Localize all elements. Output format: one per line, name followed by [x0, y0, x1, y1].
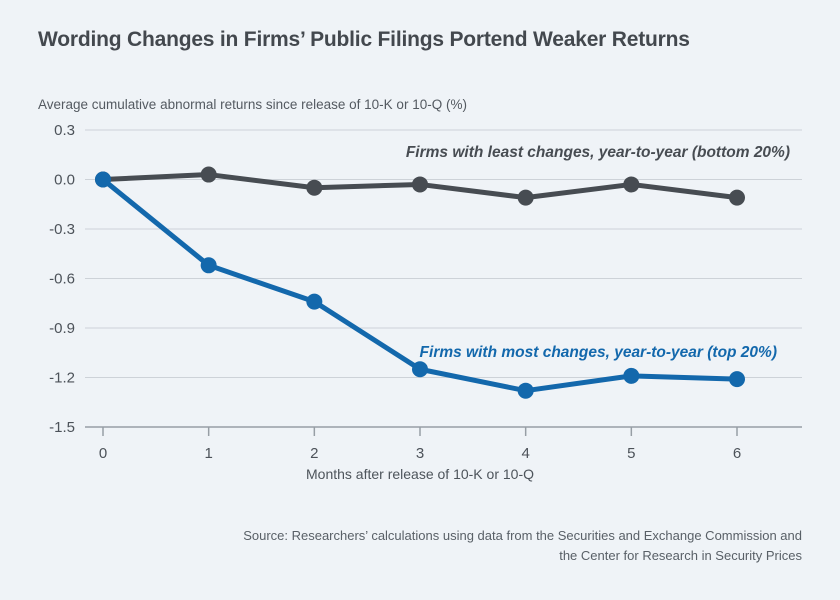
data-point-series-0-month-5: [623, 176, 640, 193]
x-tick-label: 6: [733, 445, 741, 462]
series-label-1: Firms with most changes, year-to-year (t…: [420, 344, 777, 361]
data-point-series-1-month-1: [200, 257, 217, 274]
x-tick-label: 2: [310, 445, 318, 462]
series-label-0: Firms with least changes, year-to-year (…: [406, 144, 790, 161]
source-line-1: Source: Researchers’ calculations using …: [243, 528, 802, 543]
data-point-series-1-month-2: [306, 293, 323, 310]
y-tick-label: -0.3: [49, 221, 75, 238]
x-tick-label: 0: [99, 445, 107, 462]
x-tick-label: 3: [416, 445, 424, 462]
y-axis-title: Average cumulative abnormal returns sinc…: [38, 97, 467, 112]
y-tick-label: -0.6: [49, 271, 75, 288]
data-point-series-1-month-4: [517, 382, 534, 399]
y-tick-label: -0.9: [49, 320, 75, 337]
data-point-series-0-month-6: [729, 189, 745, 206]
data-point-series-0-month-1: [200, 166, 217, 183]
data-point-series-1-month-5: [623, 367, 640, 384]
y-tick-label: -1.5: [49, 419, 75, 436]
y-tick-label: -1.2: [49, 370, 75, 387]
y-tick-label: 0.3: [54, 122, 75, 139]
source-line-2: the Center for Research in Security Pric…: [559, 548, 802, 563]
chart-title: Wording Changes in Firms’ Public Filings…: [38, 28, 690, 51]
data-point-series-1-month-3: [412, 361, 428, 378]
x-tick-label: 4: [521, 445, 529, 462]
x-axis-title: Months after release of 10-K or 10-Q: [306, 466, 534, 482]
x-tick-label: 1: [204, 445, 212, 462]
source-note: Source: Researchers’ calculations using …: [243, 526, 802, 566]
y-tick-label: 0.0: [54, 172, 75, 189]
data-point-series-0-month-2: [306, 179, 323, 196]
x-tick-label: 5: [627, 445, 635, 462]
data-point-series-1-month-0: [95, 171, 111, 188]
data-point-series-1-month-6: [729, 371, 745, 388]
data-point-series-0-month-3: [412, 176, 428, 193]
data-point-series-0-month-4: [517, 189, 534, 206]
